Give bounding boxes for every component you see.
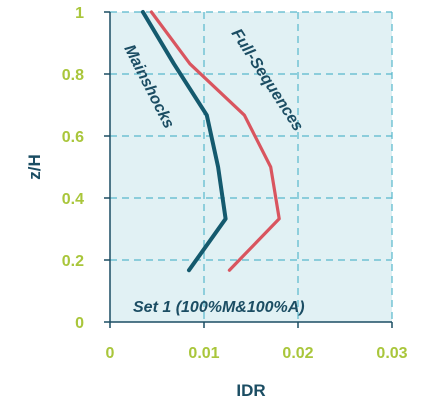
series-lines (140, 10, 281, 273)
y-tick-label: 0.6 (62, 129, 84, 146)
y-tick-label: 1 (75, 5, 84, 22)
y-axis-title: z/H (25, 154, 44, 180)
y-ticks: 0 0.2 0.4 0.6 0.8 1 (62, 5, 110, 332)
x-tick-label: 0.02 (282, 345, 313, 362)
y-tick-label: 0.2 (62, 253, 84, 270)
series-line-mainshocks (140, 10, 228, 273)
series-line-full-sequences (149, 10, 281, 272)
x-tick-label: 0.01 (188, 345, 219, 362)
grid (110, 11, 393, 322)
x-axis-title: IDR (236, 381, 265, 400)
y-tick-label: 0.8 (62, 67, 84, 84)
annotation-set: Set 1 (100%M&100%A) (133, 299, 305, 316)
y-tick-label: 0.4 (62, 191, 84, 208)
x-ticks: 0 0.01 0.02 0.03 (106, 322, 408, 362)
y-tick-label: 0 (75, 315, 84, 332)
x-tick-label: 0 (106, 345, 115, 362)
x-tick-label: 0.03 (376, 345, 407, 362)
plot-area (110, 12, 392, 322)
